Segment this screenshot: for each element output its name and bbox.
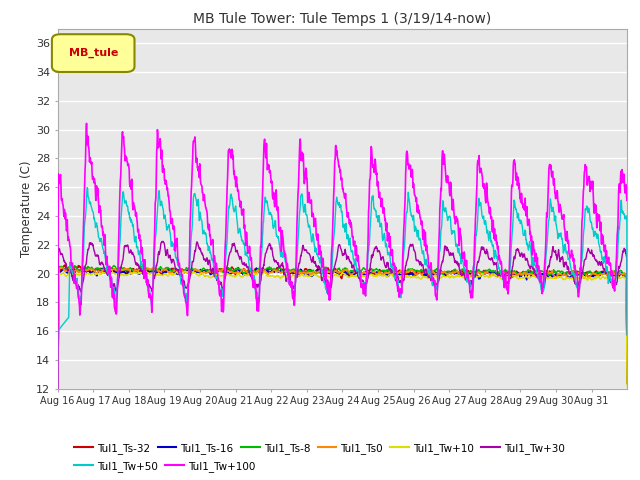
FancyBboxPatch shape [52, 34, 134, 72]
Title: MB Tule Tower: Tule Temps 1 (3/19/14-now): MB Tule Tower: Tule Temps 1 (3/19/14-now… [193, 12, 492, 26]
Y-axis label: Temperature (C): Temperature (C) [20, 160, 33, 257]
Legend: Tul1_Tw+50, Tul1_Tw+100: Tul1_Tw+50, Tul1_Tw+100 [74, 461, 255, 472]
Text: MB_tule: MB_tule [68, 48, 118, 58]
